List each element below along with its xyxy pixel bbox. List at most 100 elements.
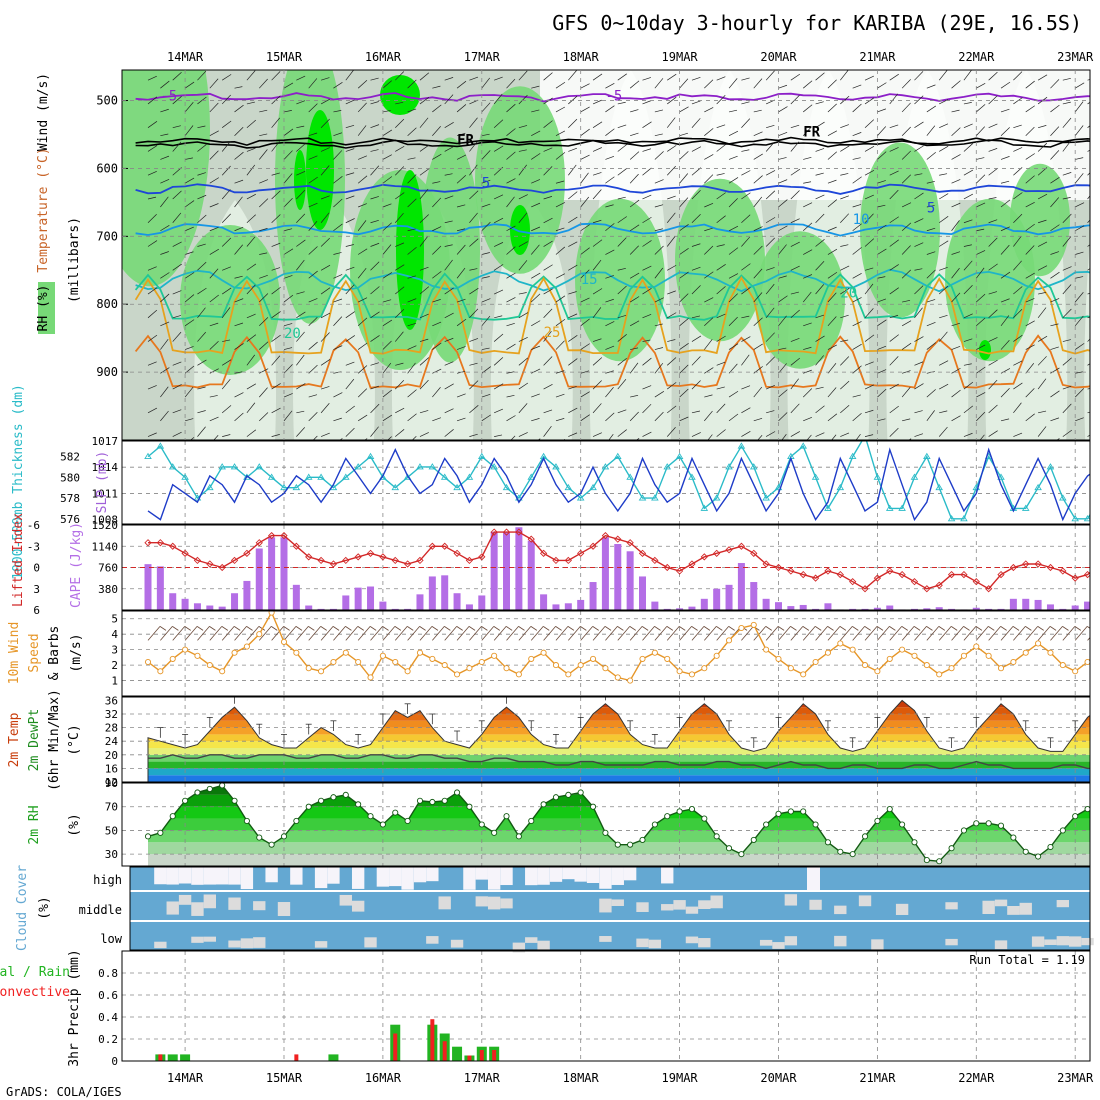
wind-barb bbox=[654, 362, 664, 374]
wind-barb bbox=[543, 147, 553, 152]
wind-barb bbox=[197, 626, 210, 641]
cloud-gap-high bbox=[586, 867, 600, 884]
data-point bbox=[651, 556, 659, 565]
wind-barb bbox=[877, 126, 887, 136]
wind-barb bbox=[753, 78, 763, 89]
wind-barb bbox=[370, 311, 380, 319]
rh-band bbox=[148, 806, 1090, 819]
wind-barb bbox=[1087, 79, 1090, 81]
wind-barb bbox=[864, 119, 875, 128]
temp-band bbox=[148, 768, 1090, 776]
wind-barb bbox=[679, 626, 692, 641]
wind-barb bbox=[704, 174, 714, 184]
wind-barb bbox=[654, 109, 664, 113]
wind-barb bbox=[951, 367, 961, 374]
wind-barb bbox=[308, 103, 318, 113]
wind-barb bbox=[852, 394, 861, 398]
wind-barb bbox=[345, 172, 355, 176]
rh2m-tick-label: 90 bbox=[105, 777, 118, 790]
wind-barb bbox=[815, 626, 828, 641]
wind-barb bbox=[531, 130, 541, 137]
wind-barb bbox=[827, 363, 837, 374]
rh-moist-region bbox=[675, 178, 765, 342]
wind-barb bbox=[1025, 153, 1035, 160]
wind-barb bbox=[1001, 441, 1010, 444]
precip-convective-bar bbox=[442, 1041, 447, 1061]
wind-barb-feather bbox=[950, 626, 958, 631]
bottom-date-axis: 14MAR 15MAR 16MAR 17MAR 18MAR 19MAR 20MAR 21MAR… bbox=[167, 1071, 1094, 1085]
wind-barb bbox=[395, 407, 405, 414]
wind-barb bbox=[852, 365, 862, 374]
wind-barb bbox=[976, 250, 986, 255]
wind-barb bbox=[568, 70, 577, 81]
wind-barb bbox=[666, 117, 676, 128]
wind-barb bbox=[617, 168, 627, 176]
cloud-gap-low bbox=[834, 935, 847, 947]
wind-barb bbox=[345, 218, 355, 224]
wind-barb bbox=[939, 123, 949, 129]
wind-barb bbox=[271, 172, 280, 176]
bottom-date-label: 14MAR bbox=[167, 1071, 204, 1085]
wind-barb bbox=[1037, 426, 1047, 437]
cloud-gap-middle bbox=[166, 901, 179, 915]
wind-barb bbox=[704, 410, 713, 422]
temperature-contour bbox=[135, 222, 1090, 237]
wind-barb bbox=[766, 267, 775, 271]
wind-barb bbox=[951, 202, 961, 208]
wind-barb bbox=[877, 319, 887, 327]
wind-barb bbox=[864, 384, 875, 390]
data-point bbox=[836, 483, 845, 491]
data-point bbox=[256, 631, 263, 638]
cape-bar bbox=[688, 606, 696, 610]
rh2m-unit-label: (%) bbox=[67, 813, 82, 836]
wind-barb bbox=[308, 626, 322, 641]
wind-barb bbox=[617, 358, 627, 366]
cape-bar bbox=[737, 563, 745, 610]
wind-barb-feather bbox=[382, 626, 389, 631]
wind-barb bbox=[518, 94, 528, 105]
cloud-gap-low bbox=[698, 938, 711, 948]
cloud-gap-low bbox=[426, 936, 439, 944]
wind-barb bbox=[778, 244, 787, 255]
wind-barb bbox=[1087, 219, 1090, 223]
data-point bbox=[1022, 848, 1029, 855]
data-point bbox=[491, 652, 498, 659]
wind-barb bbox=[963, 285, 973, 295]
wind-barb bbox=[1062, 266, 1072, 271]
wind-barb bbox=[407, 228, 416, 232]
wind-barb bbox=[432, 342, 442, 350]
wind-barb bbox=[815, 213, 825, 223]
wind-barb bbox=[481, 179, 491, 184]
wind-barb bbox=[234, 322, 244, 327]
wind-barb bbox=[790, 73, 801, 81]
wind-barb bbox=[790, 265, 800, 271]
slp-tick-label: 1014 bbox=[92, 461, 119, 474]
data-point bbox=[391, 483, 400, 491]
wind-barb-feather bbox=[419, 626, 426, 631]
data-point bbox=[799, 570, 807, 579]
wind-barb bbox=[209, 203, 219, 208]
wind-barb-feather bbox=[555, 626, 562, 631]
wind-barb bbox=[320, 212, 330, 223]
wind-barb bbox=[852, 343, 862, 350]
lifted-tick-label: 6 bbox=[33, 604, 40, 617]
data-point bbox=[627, 841, 634, 848]
data-point bbox=[923, 585, 931, 593]
wind-barb bbox=[827, 292, 837, 303]
wind-barb bbox=[493, 145, 504, 152]
wind-barb-feather bbox=[703, 626, 711, 631]
data-point bbox=[478, 553, 486, 561]
data-point bbox=[824, 567, 832, 575]
wind-barb bbox=[407, 198, 417, 208]
wind-barb bbox=[283, 173, 293, 184]
wind-barb bbox=[1013, 402, 1022, 414]
wind-label: Wind (m/s) bbox=[36, 73, 51, 151]
wind-barb bbox=[246, 429, 257, 437]
data-point bbox=[156, 539, 164, 547]
wind-barb bbox=[234, 275, 243, 279]
data-point bbox=[1021, 504, 1030, 511]
precip-tick-label: 0 bbox=[111, 1055, 118, 1068]
wind-barb bbox=[988, 430, 998, 437]
cape-bar bbox=[156, 566, 164, 610]
wind-barb-feather bbox=[1086, 626, 1090, 629]
